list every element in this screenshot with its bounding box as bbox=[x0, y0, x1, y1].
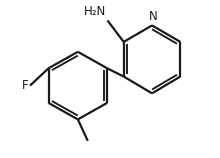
Text: N: N bbox=[149, 10, 158, 23]
Text: H₂N: H₂N bbox=[84, 5, 106, 18]
Text: F: F bbox=[22, 79, 29, 92]
